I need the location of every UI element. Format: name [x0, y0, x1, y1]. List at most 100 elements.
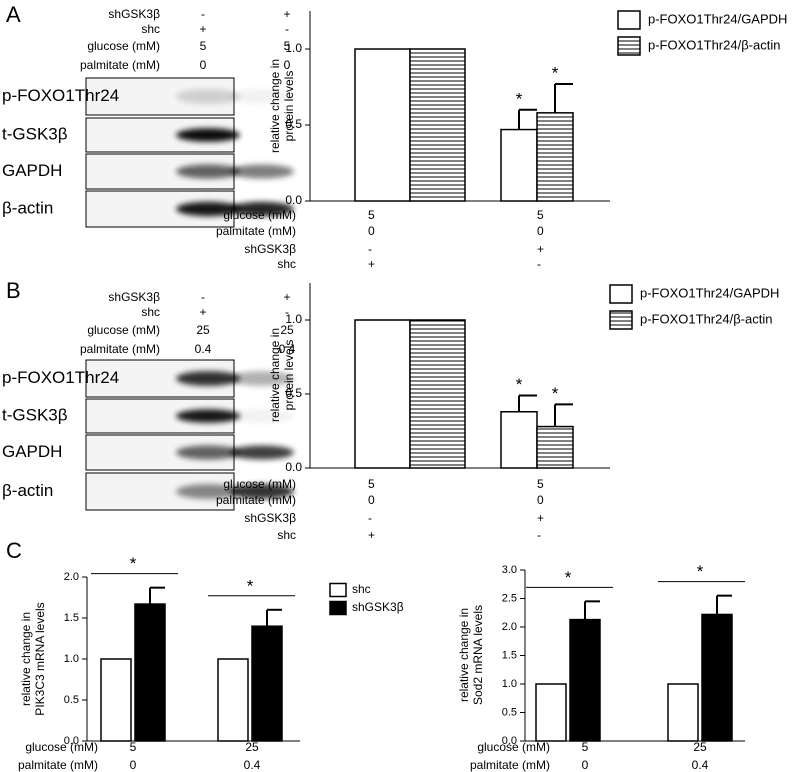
- condition-value: 0: [368, 224, 375, 238]
- legend-swatch: [617, 10, 641, 30]
- blot-band: [230, 409, 294, 423]
- band-label: t-GSK3β: [2, 405, 68, 424]
- bar: [535, 683, 567, 742]
- significance-star: *: [565, 568, 572, 587]
- bar: [251, 625, 283, 742]
- bar: [536, 425, 574, 469]
- significance-star: *: [516, 375, 523, 394]
- condition-label: shc: [141, 22, 160, 36]
- condition-label: glucose (mM): [87, 39, 160, 53]
- condition-label: palmitate (mM): [470, 758, 550, 772]
- condition-label: glucose (mM): [25, 740, 98, 754]
- band-label: GAPDH: [2, 442, 62, 461]
- y-axis-label-line: protein levels: [282, 340, 296, 411]
- bar: [409, 319, 466, 469]
- blot-band: [176, 409, 240, 423]
- condition-value: -: [201, 7, 205, 21]
- condition-label: shc: [141, 305, 160, 319]
- y-axis-label-line: relative change in: [457, 608, 471, 702]
- bar: [217, 658, 249, 742]
- condition-value: 5: [284, 39, 291, 53]
- significance-star: *: [516, 89, 523, 108]
- condition-label: shGSK3β: [108, 7, 160, 21]
- blot-band: [230, 164, 294, 179]
- bar: [500, 128, 538, 202]
- condition-label: shGSK3β: [244, 242, 296, 256]
- condition-value: -: [285, 22, 289, 36]
- condition-label: palmitate (mM): [80, 58, 160, 72]
- condition-label: glucose (mM): [223, 208, 296, 222]
- condition-value: 0: [284, 58, 291, 72]
- y-axis-label: relative change inprotein levels: [268, 59, 296, 153]
- legend-label: shGSK3β: [352, 600, 404, 614]
- condition-value: 0: [537, 224, 544, 238]
- y-axis-label-line: PIK3C3 mRNA levels: [33, 602, 47, 715]
- legend-swatch: [609, 284, 633, 304]
- y-tick-label: 0.5: [64, 694, 79, 706]
- condition-value: 0.4: [244, 758, 261, 772]
- legend-swatch: [617, 36, 641, 56]
- significance-star: *: [130, 554, 137, 573]
- blot-band: [176, 201, 240, 217]
- bar: [354, 48, 411, 202]
- y-tick-label: 1.0: [285, 312, 302, 326]
- y-tick-label: 2.0: [502, 621, 517, 633]
- condition-value: -: [537, 528, 541, 542]
- y-tick-label: 0.0: [64, 735, 79, 747]
- condition-label: shGSK3β: [244, 511, 296, 525]
- panel-label: B: [6, 278, 21, 303]
- band-label: p-FOXO1Thr24: [2, 86, 119, 105]
- y-axis-label-line: relative change in: [268, 328, 282, 422]
- condition-label: glucose (mM): [87, 323, 160, 337]
- significance-star: *: [552, 384, 559, 403]
- condition-value: +: [283, 290, 290, 304]
- y-tick-label: 0.5: [285, 117, 302, 131]
- bar: [569, 618, 601, 742]
- significance-star: *: [697, 562, 704, 581]
- panel-label: C: [6, 538, 22, 563]
- condition-value: -: [537, 257, 541, 271]
- condition-value: 0: [130, 758, 137, 772]
- blot-band: [230, 89, 294, 104]
- condition-value: 5: [537, 477, 544, 491]
- blot-band: [176, 445, 240, 460]
- condition-label: shGSK3β: [108, 290, 160, 304]
- y-tick-label: 0.0: [285, 460, 302, 474]
- blot-band: [230, 371, 294, 386]
- condition-value: +: [283, 7, 290, 21]
- condition-label: shc: [277, 257, 296, 271]
- bar: [409, 48, 466, 202]
- legend-label: shc: [352, 582, 371, 596]
- condition-label: palmitate (mM): [18, 758, 98, 772]
- legend-swatch: [329, 600, 347, 616]
- blot-band: [176, 371, 240, 386]
- condition-value: 0.4: [279, 342, 296, 356]
- y-tick-label: 1.0: [64, 653, 79, 665]
- bar: [701, 613, 733, 742]
- blot-band: [176, 164, 240, 179]
- bar: [354, 319, 411, 469]
- band-label: β-actin: [2, 198, 53, 217]
- legend-label: p-FOXO1Thr24/GAPDH: [648, 11, 787, 26]
- condition-value: +: [537, 511, 544, 525]
- condition-value: 25: [280, 323, 294, 337]
- condition-value: 5: [537, 208, 544, 222]
- y-axis-label-line: relative change in: [19, 612, 33, 706]
- y-tick-label: 1.5: [64, 612, 79, 624]
- condition-label: glucose (mM): [223, 477, 296, 491]
- band-label: GAPDH: [2, 161, 62, 180]
- condition-value: 0: [582, 758, 589, 772]
- y-axis-label: relative change inprotein levels: [268, 328, 296, 422]
- condition-value: -: [368, 511, 372, 525]
- y-tick-label: 0.5: [502, 706, 517, 718]
- condition-value: -: [201, 290, 205, 304]
- condition-value: 25: [693, 740, 707, 754]
- bar: [100, 658, 132, 742]
- condition-value: +: [368, 257, 375, 271]
- condition-value: 0.4: [195, 342, 212, 356]
- condition-label: palmitate (mM): [216, 493, 296, 507]
- condition-value: 5: [368, 477, 375, 491]
- bar: [134, 603, 166, 742]
- blot-band: [176, 484, 240, 499]
